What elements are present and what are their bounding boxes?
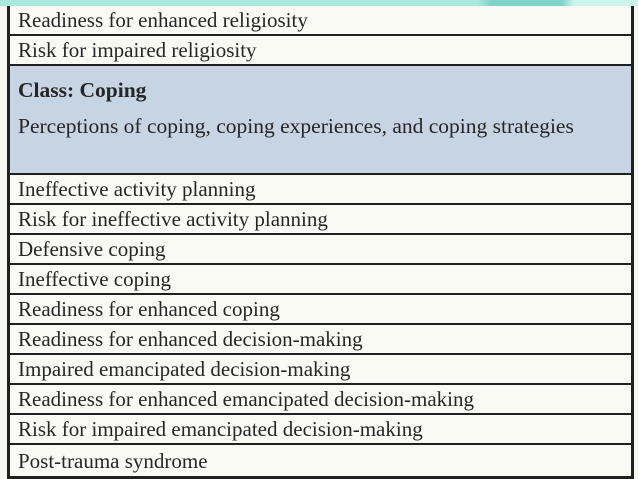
table-row: Readiness for enhanced coping xyxy=(10,295,631,325)
diagnosis-label: Readiness for enhanced emancipated decis… xyxy=(18,387,474,411)
table-row: Impaired emancipated decision-making xyxy=(10,355,631,385)
diagnosis-label: Ineffective coping xyxy=(18,267,171,291)
diagnosis-label: Ineffective activity planning xyxy=(18,177,256,201)
diagnosis-label: Risk for impaired religiosity xyxy=(18,38,257,62)
table-row: Ineffective coping xyxy=(10,265,631,295)
table-row: Risk for impaired emancipated decision-m… xyxy=(10,415,631,445)
diagnosis-table: Readiness for enhanced religiosity Risk … xyxy=(7,6,634,479)
class-description: Perceptions of coping, coping experience… xyxy=(18,114,574,138)
table-row: Readiness for enhanced religiosity xyxy=(10,6,631,36)
table-row: Risk for impaired religiosity xyxy=(10,36,631,66)
diagnosis-label: Readiness for enhanced coping xyxy=(18,297,280,321)
slide-top-strip xyxy=(0,0,638,6)
table-row: Post-trauma syndrome xyxy=(10,445,631,479)
table-row: Ineffective activity planning xyxy=(10,175,631,205)
class-title: Class: Coping xyxy=(18,78,147,102)
class-header-row: Class: Coping Perceptions of coping, cop… xyxy=(10,66,631,175)
table-row: Defensive coping xyxy=(10,235,631,265)
table-row: Readiness for enhanced decision-making xyxy=(10,325,631,355)
table-row: Risk for ineffective activity planning xyxy=(10,205,631,235)
diagnosis-label: Readiness for enhanced religiosity xyxy=(18,8,308,32)
diagnosis-label: Post-trauma syndrome xyxy=(18,448,208,473)
diagnosis-label: Risk for ineffective activity planning xyxy=(18,207,328,231)
diagnosis-label: Defensive coping xyxy=(18,237,166,261)
diagnosis-label: Risk for impaired emancipated decision-m… xyxy=(18,417,423,441)
diagnosis-label: Readiness for enhanced decision-making xyxy=(18,327,363,351)
diagnosis-label: Impaired emancipated decision-making xyxy=(18,357,351,381)
table-row: Readiness for enhanced emancipated decis… xyxy=(10,385,631,415)
